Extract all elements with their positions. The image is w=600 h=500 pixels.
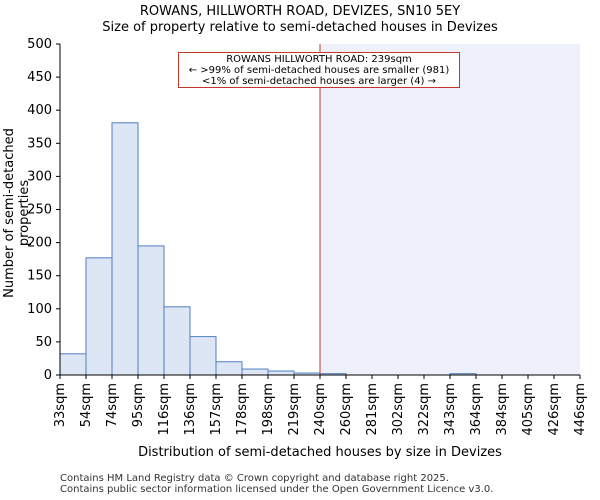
x-tick-label: 54sqm bbox=[79, 383, 94, 427]
y-tick-label: 100 bbox=[27, 302, 52, 317]
bar bbox=[59, 353, 87, 376]
bar bbox=[137, 245, 165, 376]
x-tick-label: 157sqm bbox=[209, 383, 224, 436]
y-tick-label: 350 bbox=[27, 136, 52, 151]
bar bbox=[163, 306, 191, 376]
bar bbox=[241, 368, 269, 376]
y-tick-label: 150 bbox=[27, 269, 52, 284]
x-tick-label: 446sqm bbox=[573, 383, 588, 436]
x-tick-label: 302sqm bbox=[391, 383, 406, 436]
x-tick-label: 74sqm bbox=[105, 383, 120, 427]
x-tick-label: 364sqm bbox=[469, 383, 484, 436]
chart-subtitle: Size of property relative to semi-detach… bbox=[102, 20, 498, 35]
x-tick-label: 33sqm bbox=[53, 383, 68, 427]
y-tick-label: 50 bbox=[35, 335, 52, 350]
y-tick-label: 250 bbox=[27, 203, 52, 218]
bar bbox=[267, 370, 295, 376]
annotation-line-3: <1% of semi-detached houses are larger (… bbox=[201, 76, 437, 87]
x-tick-label: 136sqm bbox=[183, 383, 198, 436]
x-tick-label: 95sqm bbox=[131, 383, 146, 427]
x-tick-label: 116sqm bbox=[157, 383, 172, 436]
x-tick-label: 240sqm bbox=[313, 383, 328, 436]
x-tick-label: 405sqm bbox=[521, 383, 536, 436]
bar bbox=[215, 361, 243, 376]
x-tick-label: 426sqm bbox=[547, 383, 562, 436]
annotation-line-2: ← >99% of semi-detached houses are small… bbox=[188, 65, 450, 76]
highlight-region bbox=[320, 44, 580, 375]
x-tick-label: 198sqm bbox=[261, 383, 276, 436]
y-axis-label: Number of semi-detached properties bbox=[2, 128, 32, 298]
annotation-line-1: ROWANS HILLWORTH ROAD: 239sqm bbox=[226, 54, 412, 65]
bar bbox=[189, 336, 217, 376]
x-axis-label: Distribution of semi-detached houses by … bbox=[138, 445, 502, 460]
y-tick-label: 0 bbox=[44, 368, 52, 383]
footer-line-2: Contains public sector information licen… bbox=[60, 484, 494, 495]
x-tick-label: 219sqm bbox=[287, 383, 302, 436]
x-tick-label: 322sqm bbox=[417, 383, 432, 436]
x-tick-label: 178sqm bbox=[235, 383, 250, 436]
x-tick-label: 281sqm bbox=[365, 383, 380, 436]
x-tick-label: 260sqm bbox=[339, 383, 354, 436]
y-tick-label: 400 bbox=[27, 103, 52, 118]
footer-line-1: Contains HM Land Registry data © Crown c… bbox=[60, 473, 449, 484]
bar bbox=[85, 257, 113, 376]
annotation-box: ROWANS HILLWORTH ROAD: 239sqm ← >99% of … bbox=[178, 52, 460, 88]
y-tick-label: 200 bbox=[27, 236, 52, 251]
x-tick-label: 384sqm bbox=[495, 383, 510, 436]
y-tick-label: 300 bbox=[27, 169, 52, 184]
y-tick-label: 450 bbox=[27, 70, 52, 85]
chart-title: ROWANS, HILLWORTH ROAD, DEVIZES, SN10 5E… bbox=[139, 4, 461, 19]
y-tick-label: 500 bbox=[27, 37, 52, 52]
bar bbox=[111, 122, 139, 376]
x-tick-label: 343sqm bbox=[443, 383, 458, 436]
